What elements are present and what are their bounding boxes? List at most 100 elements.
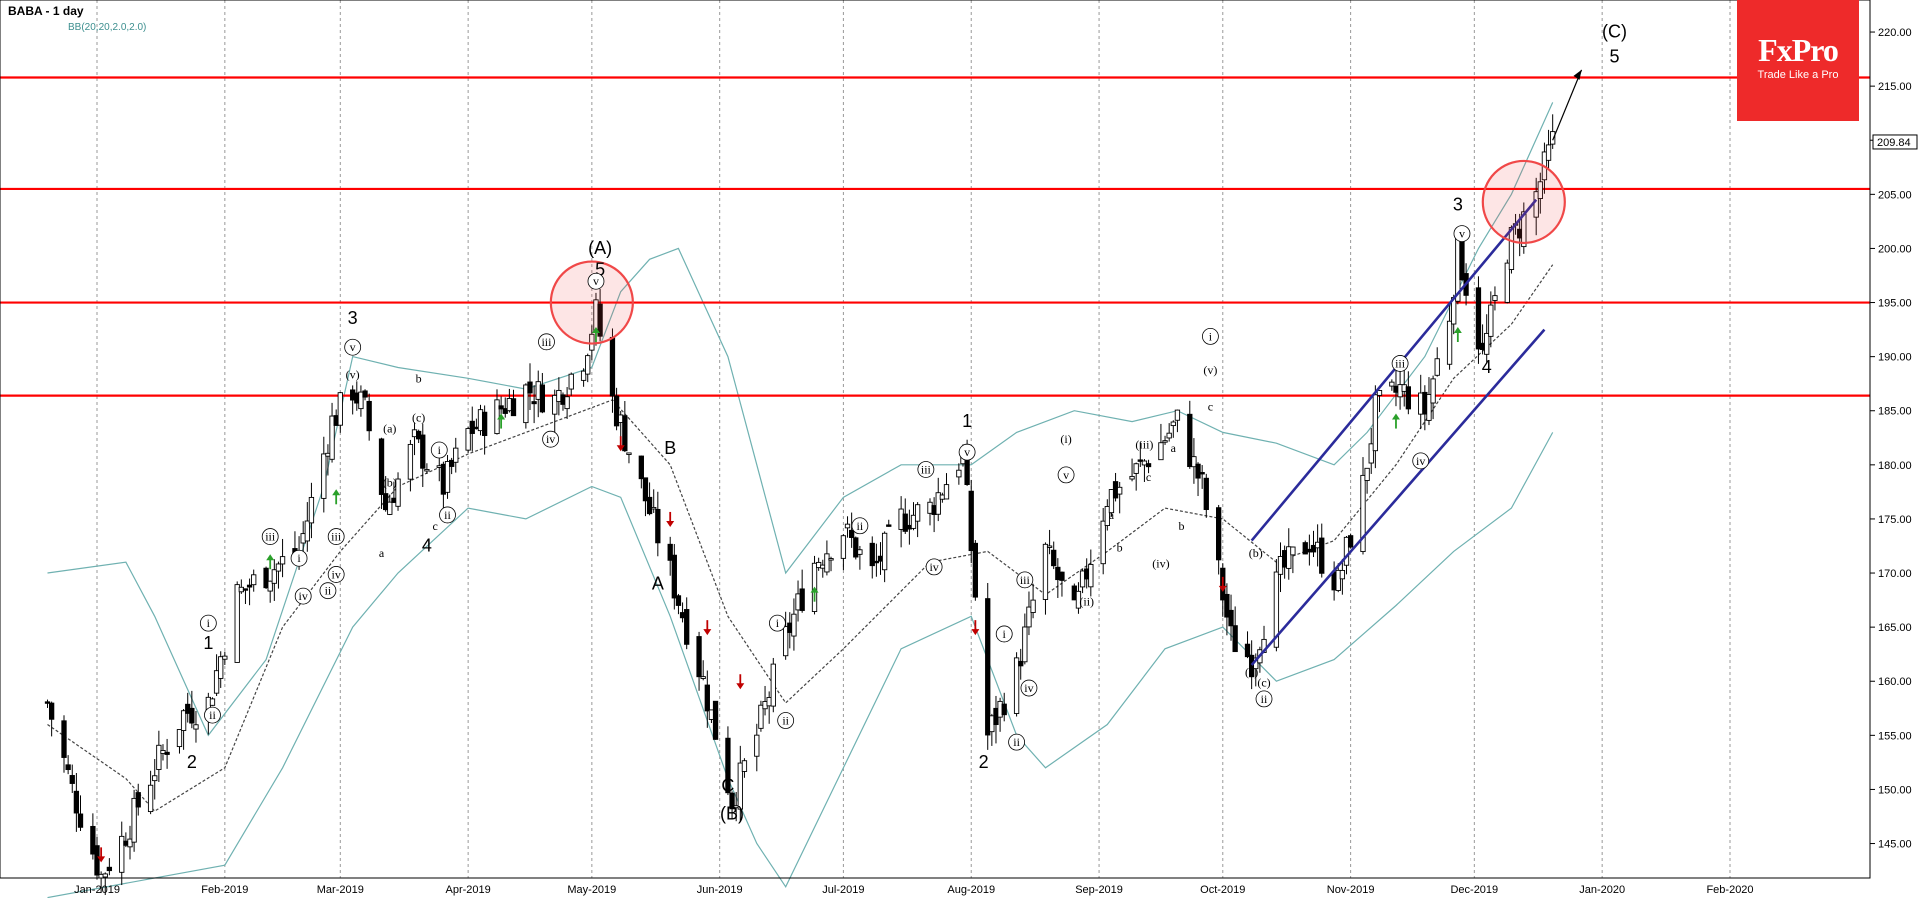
signal-arrowhead [332, 489, 341, 496]
sub-wave-label: (ii) [1079, 595, 1094, 609]
candle-body [737, 762, 743, 810]
signal-arrowhead [497, 413, 506, 420]
candle-body [176, 729, 183, 748]
candle-body [844, 523, 851, 529]
sub-wave-circle [1412, 452, 1430, 470]
candle-body [1504, 262, 1510, 303]
candle-body [754, 734, 760, 757]
wave-label: 5 [1610, 46, 1620, 66]
sub-wave-label: v [964, 445, 970, 459]
candle-body [420, 434, 426, 469]
candle-body [65, 764, 71, 771]
candle-body [985, 598, 991, 736]
sub-wave-circle [769, 614, 786, 632]
indicator-label: BB(20,20,2.0,2.0) [68, 22, 147, 33]
candle-body [1022, 626, 1028, 663]
candle-body [1088, 563, 1094, 588]
x-tick-label: Jun-2019 [697, 884, 743, 896]
target-arrow-line [1552, 69, 1583, 141]
candle-body [1174, 409, 1181, 421]
candle-body [1158, 442, 1164, 461]
candle-body [1343, 536, 1350, 566]
candle-body [465, 428, 471, 451]
y-tick-label: 215.00 [1878, 81, 1912, 93]
candle-body [675, 595, 682, 606]
sub-wave-circle [430, 441, 448, 459]
sub-wave-label: iii [541, 335, 552, 349]
candle-body [106, 866, 113, 872]
candle-body [1191, 456, 1197, 468]
candle-body [271, 569, 277, 584]
sub-wave-label: iii [1020, 573, 1031, 587]
sub-wave-label: ii [1261, 692, 1268, 706]
candle-body [90, 825, 96, 855]
candle-body [1046, 545, 1053, 548]
candle-body [552, 394, 558, 415]
sub-wave-circle [327, 566, 345, 583]
candle-body [304, 520, 310, 542]
sub-wave-label: iv [1024, 681, 1033, 695]
x-tick-label: Apr-2019 [446, 884, 491, 896]
candle-body [164, 751, 170, 755]
sub-wave-label: i [297, 551, 301, 565]
candle-body [758, 704, 764, 729]
candle-body [156, 744, 162, 770]
candle-body [729, 792, 735, 810]
grid-lines [96, 0, 1731, 878]
sub-wave-circle [1008, 733, 1025, 751]
x-tick-label: Oct-2019 [1200, 884, 1245, 896]
sub-wave-label: (b) [383, 475, 397, 489]
candle-body [741, 760, 748, 772]
candle-body [69, 775, 75, 784]
candle-body [881, 532, 888, 571]
candle-body [1162, 440, 1168, 443]
candle-body [622, 415, 628, 452]
candle-body [267, 580, 273, 592]
sub-wave-label: ii [209, 708, 216, 722]
sub-wave-label: c [1208, 400, 1213, 414]
candle-body [73, 790, 80, 814]
x-tick-label: Mar-2019 [317, 884, 364, 896]
candle-body [127, 838, 133, 848]
y-tick-label: 165.00 [1878, 622, 1912, 634]
candle-body [910, 514, 917, 529]
candle-body [791, 613, 797, 637]
y-tick-label: 190.00 [1878, 352, 1912, 364]
sub-wave-label: iv [1416, 454, 1425, 468]
candle-body [1075, 590, 1082, 609]
candle-body [453, 447, 459, 463]
candle-body [935, 492, 941, 515]
candle-body [193, 724, 199, 730]
candle-body [1224, 593, 1230, 618]
candle-body [329, 415, 335, 460]
sub-wave-label: (iii) [1135, 438, 1153, 452]
candle-body [1302, 542, 1308, 555]
candle-body [510, 398, 517, 417]
y-tick-label: 185.00 [1878, 406, 1912, 418]
sub-wave-circle [587, 272, 605, 290]
candle-body [527, 381, 533, 394]
candle-body [1013, 657, 1020, 714]
sub-wave-label: v [1459, 227, 1465, 241]
sub-wave-label: iii [265, 530, 276, 544]
sub-wave-label: iv [299, 589, 308, 603]
sub-wave-label: ii [325, 584, 332, 598]
candle-body [209, 698, 216, 706]
signal-circle [549, 260, 634, 345]
price-candles [44, 114, 1556, 896]
sub-wave-label: a [1171, 441, 1177, 455]
candle-body [725, 737, 731, 794]
y-tick-label: 180.00 [1878, 460, 1912, 472]
candle-body [1216, 507, 1222, 561]
sub-wave-circle [538, 333, 555, 351]
sub-wave-circle [204, 706, 221, 724]
candle-body [1129, 475, 1135, 480]
candle-body [1187, 413, 1193, 468]
candle-body [1533, 191, 1539, 218]
candle-body [366, 400, 372, 432]
x-tick-label: Nov-2019 [1327, 884, 1375, 896]
candle-body [1537, 181, 1543, 199]
candle-body [539, 384, 546, 413]
candle-body [651, 506, 657, 510]
